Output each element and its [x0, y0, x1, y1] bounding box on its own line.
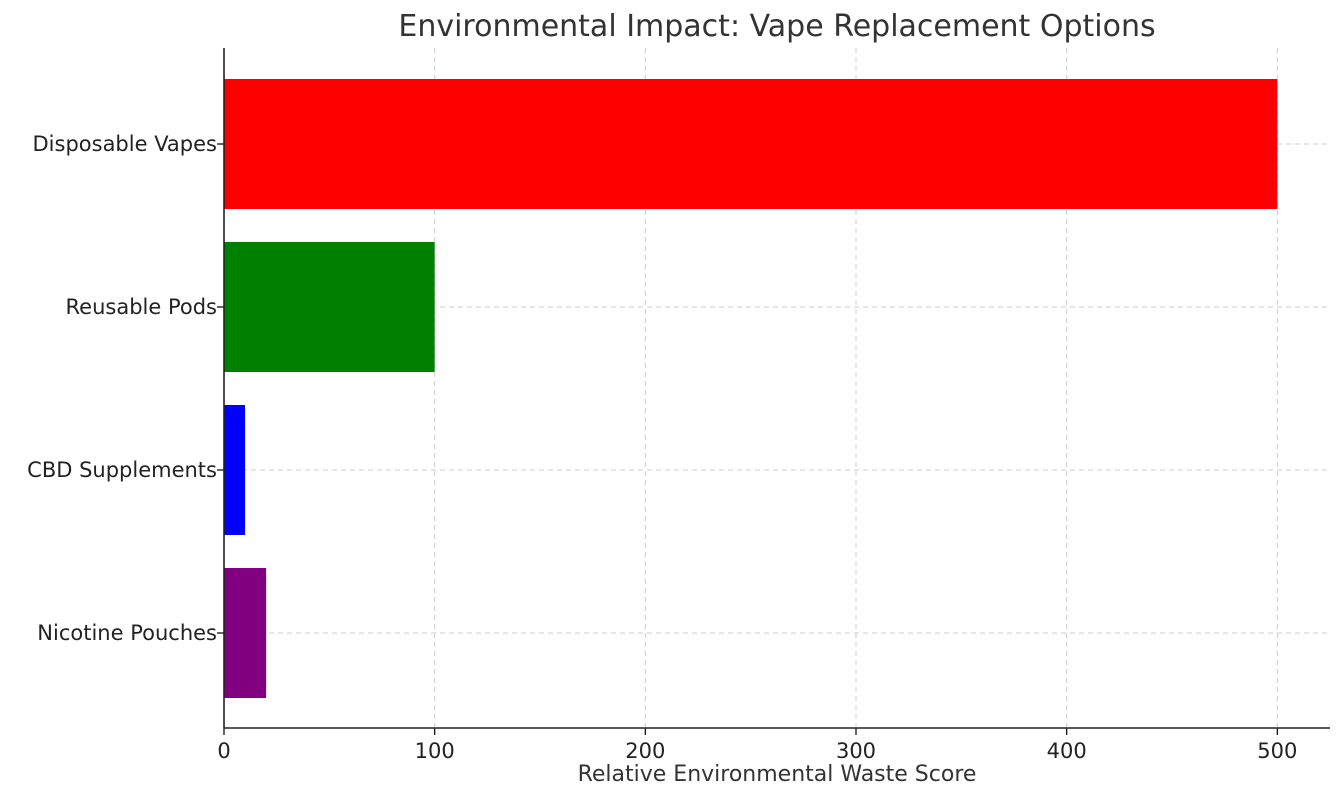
x-axis-ticks: 0 100 200 300 400 500: [217, 728, 1297, 763]
category-label: Reusable Pods: [66, 295, 217, 319]
bar-reusable-pods: [224, 242, 435, 372]
bar-cbd-supplements: [224, 405, 246, 535]
x-tick-label: 100: [415, 739, 455, 763]
axes: [223, 48, 1330, 729]
category-labels: Disposable Vapes Reusable Pods CBD Supplem…: [27, 132, 224, 645]
x-tick-label: 0: [217, 739, 230, 763]
category-label: Disposable Vapes: [33, 132, 218, 156]
x-tick-label: 200: [625, 739, 665, 763]
x-tick-label: 400: [1047, 739, 1087, 763]
bars: [224, 79, 1278, 698]
x-tick-label: 500: [1257, 739, 1297, 763]
bar-disposable-vapes: [224, 79, 1278, 209]
x-axis-label: Relative Environmental Waste Score: [578, 762, 977, 787]
x-tick-label: 300: [836, 739, 876, 763]
category-label: Nicotine Pouches: [37, 621, 217, 645]
chart-title: Environmental Impact: Vape Replacement O…: [398, 9, 1155, 44]
bar-nicotine-pouches: [224, 568, 267, 698]
category-label: CBD Supplements: [27, 458, 217, 482]
